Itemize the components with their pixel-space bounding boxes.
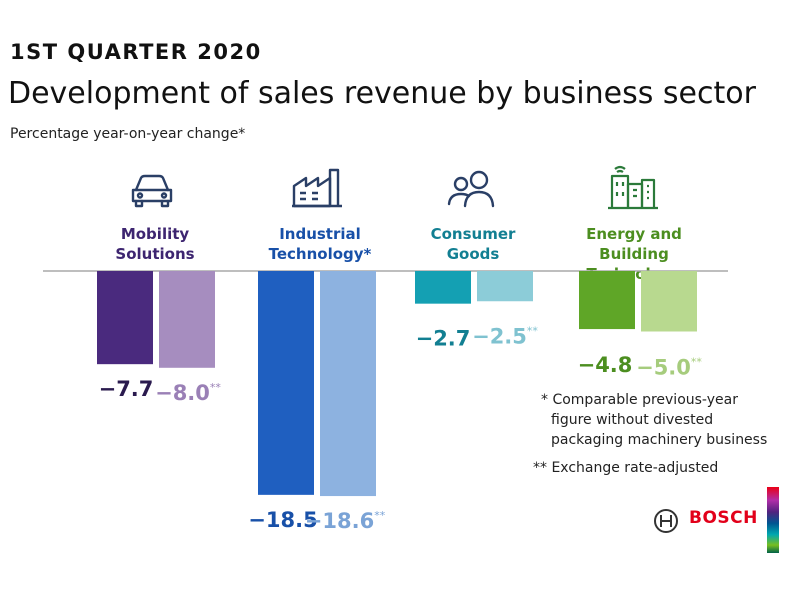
category-label-line: Consumer (430, 225, 516, 243)
data-label-suffix: ** (691, 356, 703, 369)
page-title: Development of sales revenue by business… (8, 76, 756, 111)
bar-energy-and-building-technology-series-1 (579, 271, 635, 330)
category-label-line: Solutions (115, 245, 195, 263)
data-label: −2.5** (472, 324, 538, 348)
data-label: −18.5 (248, 508, 317, 532)
factory-icon (292, 168, 342, 208)
data-label: −8.0** (155, 381, 221, 405)
brand-color-stripe (767, 487, 779, 553)
data-label-suffix: ** (374, 509, 386, 522)
brand-logo-text: BOSCH (689, 508, 758, 528)
category-label-industrial-technology: Industrial Technology* (240, 224, 400, 264)
bar-mobility-solutions-series-2 (159, 271, 215, 368)
category-label-line: Industrial (279, 225, 361, 243)
category-label-mobility-solutions: Mobility Solutions (75, 224, 235, 264)
category-label-consumer-goods: Consumer Goods (393, 224, 553, 264)
smart-buildings-icon (608, 165, 658, 210)
footnote-text: Comparable previous-year (552, 392, 738, 408)
category-label-line: Mobility (120, 225, 190, 243)
supertitle: 1ST QUARTER 2020 (10, 40, 262, 64)
bar-industrial-technology-series-2 (320, 271, 376, 497)
data-label: −2.7 (416, 327, 471, 351)
footnote-line: * Comparable previous-year (541, 390, 767, 410)
data-label: −5.0** (636, 356, 702, 380)
category-label-line: Goods (446, 245, 500, 263)
footnote-marker: * (541, 392, 548, 408)
footnote-line: ** Exchange rate-adjusted (533, 458, 718, 478)
bar-energy-and-building-technology-series-2 (641, 271, 697, 332)
footnote-line: packaging machinery business (551, 432, 768, 448)
data-label: −18.6** (305, 509, 386, 533)
bar-mobility-solutions-series-1 (97, 271, 153, 365)
footnote-comparable: * Comparable previous-year figure withou… (541, 390, 767, 450)
data-label: −4.8 (578, 353, 633, 377)
data-label: −7.7 (99, 377, 154, 401)
data-label-suffix: ** (210, 381, 222, 394)
subtitle: Percentage year-on-year change* (10, 126, 246, 142)
bosch-armature-icon (654, 509, 678, 533)
footnote-exchange-rate: ** Exchange rate-adjusted (533, 458, 718, 478)
footnote-marker: ** (533, 460, 547, 476)
category-label-line: Energy and (586, 225, 682, 243)
data-label-suffix: ** (527, 324, 539, 337)
footnote-text: Exchange rate-adjusted (551, 460, 719, 476)
footnote-line: figure without divested (551, 412, 714, 428)
bar-consumer-goods-series-2 (477, 271, 533, 302)
bar-consumer-goods-series-1 (415, 271, 471, 304)
category-label-line: Technology* (268, 245, 372, 263)
bar-industrial-technology-series-1 (258, 271, 314, 495)
car-icon (131, 174, 173, 208)
people-icon (447, 170, 495, 208)
